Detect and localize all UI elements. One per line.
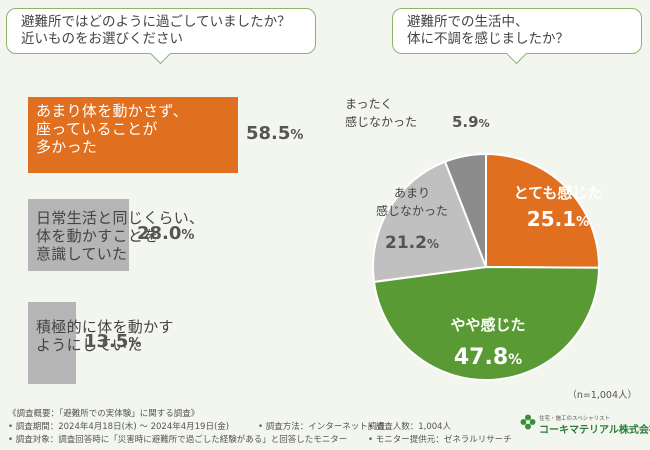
bar-1 xyxy=(28,97,238,173)
pie-value-3: 21.2% xyxy=(385,233,439,253)
bar-label-line: 積極的に体を動かす xyxy=(36,318,174,336)
question-left-line2: 近いものをお選びください xyxy=(21,31,183,47)
bar-value-2: 28.0% xyxy=(137,223,195,244)
survey-target: • 調査対象：調査回答時に「災害時に避難所で過ごした経験がある」と回答したモニタ… xyxy=(8,435,348,445)
pie-label-1: とても感じた xyxy=(514,184,603,202)
pie-label-4: まったく xyxy=(345,97,393,111)
survey-period: • 調査期間：2024年4月18日(木) ～ 2024年4月19日(金) xyxy=(8,422,230,432)
pie-slice-1 xyxy=(485,152,601,269)
question-right-line2: 体に不調を感じましたか？ xyxy=(407,31,569,47)
bar-label-3: 積極的に体を動かす ようにしていた xyxy=(36,318,174,354)
bar-value-1: 58.5% xyxy=(246,123,304,144)
bar-label-line: 日常生活と同じくらい、 xyxy=(36,209,205,227)
pie-slice-4 xyxy=(443,152,487,268)
survey-people: • 調査人数：1,004人 xyxy=(368,422,452,432)
bar-value-3: 13.5% xyxy=(84,331,142,352)
pie-value-4: 5.9% xyxy=(452,113,490,131)
bar-label-line: 座っていることが xyxy=(36,120,158,138)
question-box-right: 避難所での生活中、 体に不調を感じましたか？ xyxy=(392,8,642,65)
bar-label-line: 体を動かすことを xyxy=(36,227,159,245)
bar-label-line: 多かった xyxy=(36,138,98,156)
monitor-provider: • モニター提供元：ゼネラルリサーチ xyxy=(368,435,512,445)
bar-label-1: あまり体を動かさず、 座っていることが 多かった xyxy=(36,102,188,156)
company-name: コーキマテリアル株式会社 xyxy=(539,425,650,436)
question-right-line1: 避難所での生活中、 xyxy=(407,14,529,30)
company-logo-icon xyxy=(520,414,536,430)
company-tagline: 住宅・施工のスペシャリスト xyxy=(539,416,611,422)
survey-overview: 《調査概要：「避難所での実体験」に関する調査》 xyxy=(8,409,200,419)
pie-label-2: やや感じた xyxy=(450,316,525,334)
bar-3 xyxy=(28,302,76,384)
pie-value-2: 47.8% xyxy=(454,345,522,370)
bar-label-line: ようにしていた xyxy=(36,336,143,354)
sample-size-note: （n=1,004人） xyxy=(567,389,637,401)
bar-label-line: 意識していた xyxy=(36,245,128,263)
pie-value-1: 25.1% xyxy=(527,207,589,231)
survey-method: • 調査方法：インターネット調査 xyxy=(258,422,385,432)
bar-2 xyxy=(28,199,129,271)
pie-label-4-line2: 感じなかった xyxy=(345,114,417,129)
pie-label-3-line2: 感じなかった xyxy=(376,203,448,218)
pie-slice-2 xyxy=(372,265,601,382)
question-left-line1: 避難所ではどのように過ごしていましたか？ xyxy=(21,14,291,30)
bar-label-line: あまり体を動かさず、 xyxy=(36,102,188,120)
bar-label-2: 日常生活と同じくらい、 体を動かすことを 意識していた xyxy=(36,209,204,263)
question-box-left: 避難所ではどのように過ごしていましたか？ 近いものをお選びください xyxy=(6,8,316,65)
pie-slice-3 xyxy=(372,160,488,283)
pie-label-3: あまり xyxy=(394,186,430,200)
